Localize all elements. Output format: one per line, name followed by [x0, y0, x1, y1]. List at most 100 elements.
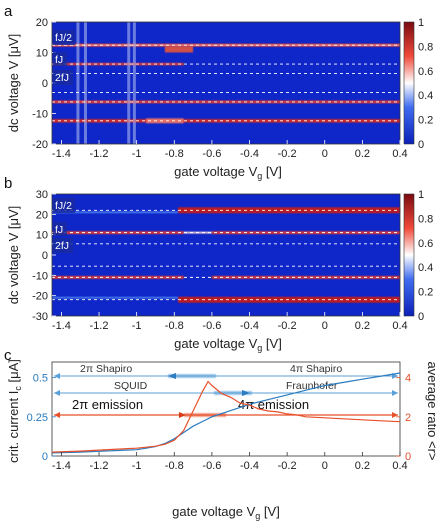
x-tick-label: -1.2 [90, 320, 109, 332]
y-tick-label: 10 [36, 48, 48, 60]
svg-text:Fraunhofer: Fraunhofer [286, 380, 338, 392]
x-tick-label: -1.4 [52, 148, 71, 160]
x-axis-label-c: gate voltage Vg [V] [172, 504, 280, 521]
svg-text:fJ: fJ [55, 224, 63, 236]
x-tick-label: -0.6 [202, 460, 221, 472]
x-axis-label-a: gate voltage Vg [V] [174, 164, 282, 181]
y-tick-label: -30 [32, 311, 48, 323]
line-label-2fj-a: 2fJ [53, 70, 73, 85]
heatmap-stripe [127, 22, 131, 144]
x-tick-label: -0.6 [202, 320, 221, 332]
x-tick-label: -1.2 [90, 148, 109, 160]
colorbar-tick-label: 1 [418, 17, 424, 29]
colorbar-tick-label: 0.6 [418, 238, 433, 250]
y-axis-label-b: dc voltage V [μV] [6, 206, 21, 305]
heatmap-band [178, 296, 400, 303]
y-tick-label: -10 [32, 109, 48, 121]
heatmap-band [146, 118, 184, 124]
y-axis-label-a: dc voltage V [μV] [6, 34, 21, 133]
heatmap-band [52, 275, 184, 279]
colorbar-a [403, 21, 415, 145]
panel-label-b: b [4, 175, 12, 192]
annotation-shapiro: 2π Shapiro 4π Shapiro [54, 363, 398, 379]
heatmap-background-a [52, 22, 400, 144]
y-left-tick-label: 0.25 [27, 412, 48, 424]
colorbar-tick-label: 0.2 [418, 115, 433, 127]
colorbar-tick-label: 0.6 [418, 66, 433, 78]
x-tick-label: -1 [132, 148, 142, 160]
y-tick-label: -20 [32, 139, 48, 151]
y-right-tick-label: 4 [405, 373, 411, 385]
x-tick-label: -0.8 [165, 148, 184, 160]
y-axis-label-left-c: crit. current Ic [μA] [6, 359, 23, 463]
line-label-fj-half-b: fJ/2 [53, 198, 75, 213]
heatmap-stripe [83, 22, 87, 144]
colorbar-tick-label: 0.4 [418, 262, 433, 274]
colorbar-tick-label: 0 [418, 139, 424, 151]
average-ratio-series [51, 380, 401, 453]
panel-label-a: a [4, 3, 13, 20]
x-tick-label: -1.4 [52, 320, 71, 332]
x-tick-label: -0.4 [240, 320, 259, 332]
svg-text:fJ: fJ [55, 54, 63, 66]
critical-current-series [51, 372, 401, 454]
svg-text:4π Shapiro: 4π Shapiro [290, 363, 342, 375]
x-tick-label: -0.2 [278, 320, 297, 332]
x-tick-label: 0 [322, 460, 328, 472]
x-tick-label: -0.8 [165, 460, 184, 472]
x-tick-label: 0.2 [355, 148, 370, 160]
svg-text:fJ/2: fJ/2 [55, 32, 72, 44]
x-tick-label: 0.4 [392, 320, 407, 332]
x-tick-label: -0.2 [278, 460, 297, 472]
y-tick-label: 0 [42, 78, 48, 90]
y-tick-label: -20 [32, 291, 48, 303]
line-label-fj-a: fJ [53, 52, 67, 66]
x-tick-label: 0.2 [355, 460, 370, 472]
colorbar-tick-label: 0.8 [418, 41, 433, 53]
line-label-2fj-b: 2fJ [53, 238, 73, 253]
heatmap-band [164, 46, 194, 53]
heatmap-band [52, 211, 179, 214]
x-tick-label: -0.8 [165, 320, 184, 332]
svg-text:2π emission: 2π emission [72, 397, 143, 412]
y-axis-label-right-c: average ratio <r> [425, 361, 436, 460]
y-tick-label: 0 [42, 250, 48, 262]
heatmap-band [52, 62, 184, 66]
x-tick-label: 0 [322, 320, 328, 332]
heatmap-band [178, 207, 400, 214]
line-label-fj-b: fJ [53, 222, 67, 236]
colorbar-tick-label: 0.2 [418, 287, 433, 299]
y-left-tick-label: 0 [42, 451, 48, 463]
heatmap-stripe [132, 22, 136, 144]
y-tick-label: 30 [36, 189, 48, 201]
colorbar-b [403, 193, 415, 317]
colorbar-tick-label: 1 [418, 189, 424, 201]
svg-text:2π Shapiro: 2π Shapiro [80, 363, 132, 375]
colorbar-tick-label: 0 [418, 311, 424, 323]
x-tick-label: -1 [132, 320, 142, 332]
heatmap-band [52, 296, 179, 299]
heatmap-band [52, 231, 184, 235]
svg-text:2fJ: 2fJ [55, 240, 69, 252]
x-tick-label: -0.6 [202, 148, 221, 160]
y-tick-label: 20 [36, 17, 48, 29]
annotation-squid-fraunhofer: SQUID Fraunhofer [54, 380, 398, 396]
x-tick-label: -0.2 [278, 148, 297, 160]
colorbar-tick-label: 0.4 [418, 90, 433, 102]
x-tick-label: 0.2 [355, 320, 370, 332]
x-axis-label-b: gate voltage Vg [V] [174, 336, 282, 353]
x-tick-label: 0 [322, 148, 328, 160]
x-tick-label: -1.2 [90, 460, 109, 472]
y-tick-label: -10 [32, 270, 48, 282]
chart-frame-c [51, 361, 401, 457]
heatmap-stripe [76, 22, 80, 144]
x-tick-label: -0.4 [240, 148, 259, 160]
panel-label-c: c [4, 347, 12, 364]
svg-text:SQUID: SQUID [114, 380, 148, 392]
line-label-fj-half-a: fJ/2 [53, 30, 75, 45]
x-tick-label: -1 [132, 460, 142, 472]
y-right-tick-label: 2 [405, 412, 411, 424]
